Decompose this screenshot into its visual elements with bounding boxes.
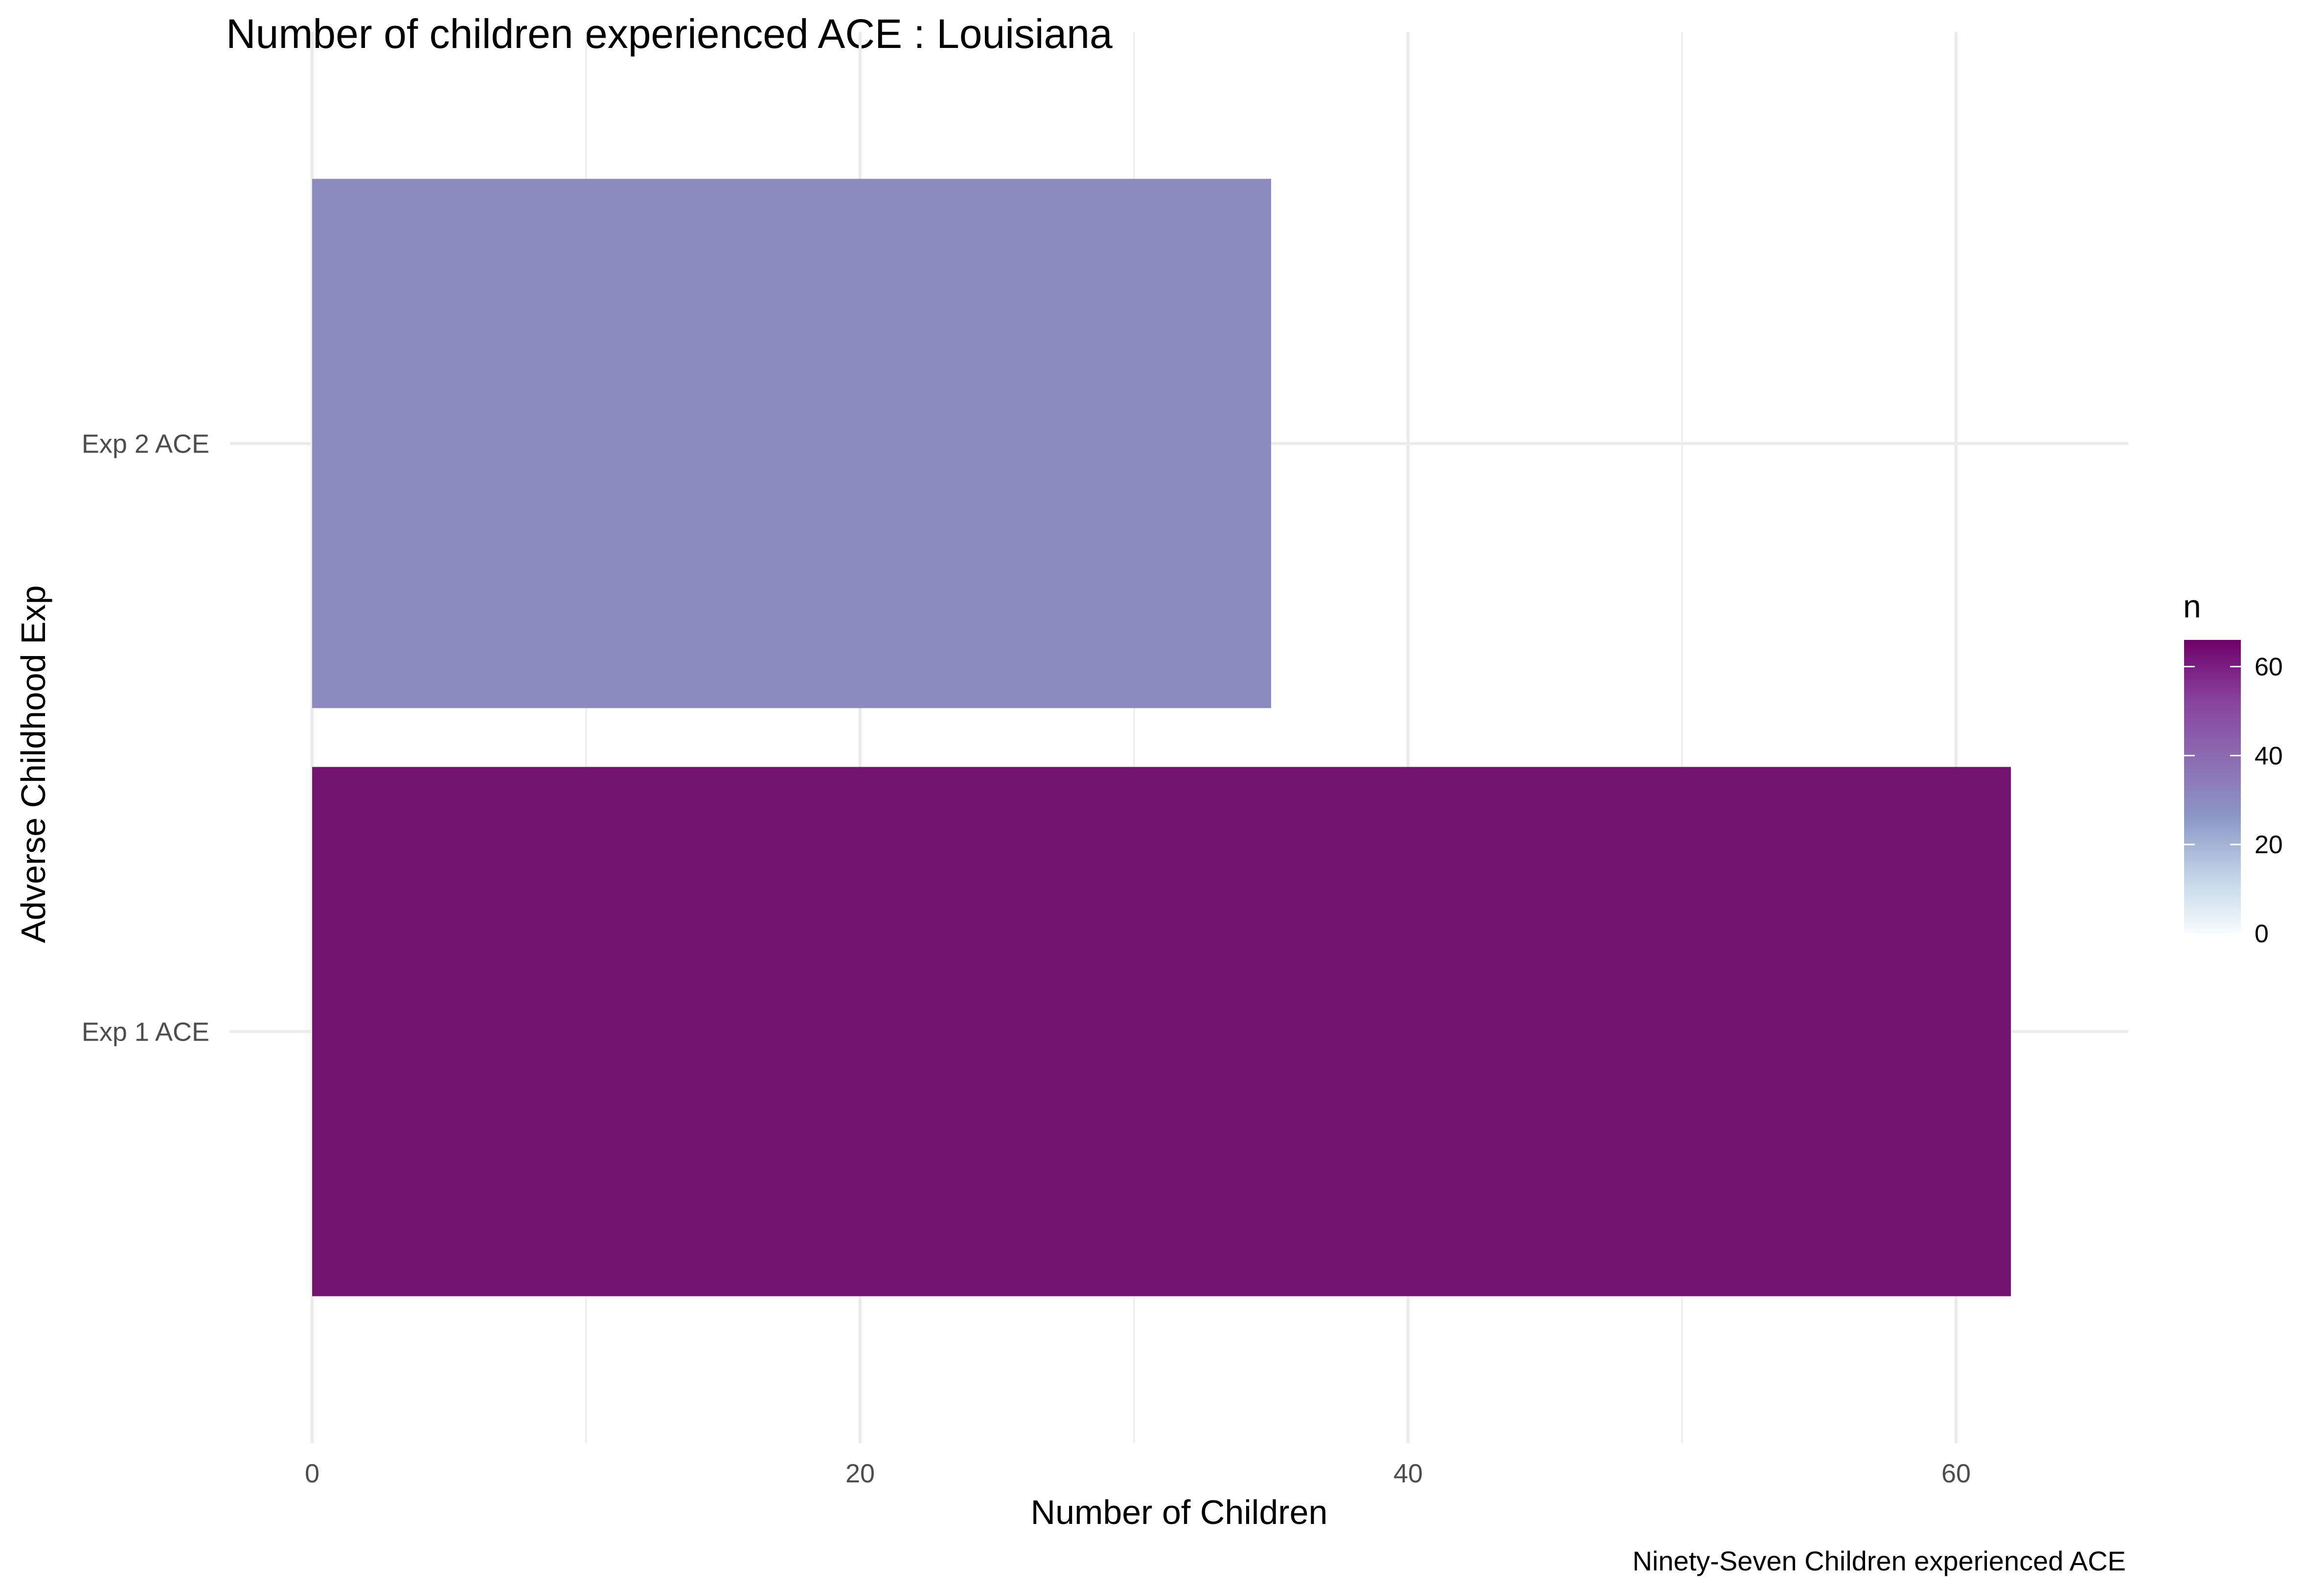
legend-ticks: 0 20 40 60: [2184, 653, 2283, 948]
legend-tick-label: 40: [2255, 742, 2283, 770]
bar-exp-1-ace: [312, 767, 2011, 1296]
x-tick-label: 40: [1393, 1459, 1423, 1488]
bars: [312, 179, 2011, 1296]
x-axis-title: Number of Children: [1031, 1493, 1328, 1531]
legend-tick-label: 0: [2255, 920, 2269, 948]
y-tick-label: Exp 2 ACE: [82, 429, 209, 458]
y-axis-ticks: Exp 1 ACE Exp 2 ACE: [82, 429, 209, 1046]
x-tick-label: 20: [845, 1459, 875, 1488]
legend-tick-label: 60: [2255, 653, 2283, 681]
legend-title: n: [2183, 588, 2201, 624]
y-tick-label: Exp 1 ACE: [82, 1018, 209, 1047]
bar-exp-2-ace: [312, 179, 1271, 708]
chart-caption: Ninety-Seven Children experienced ACE: [1632, 1545, 2126, 1576]
x-axis-ticks: 0 20 40 60: [305, 1459, 1971, 1488]
legend-tick-label: 20: [2255, 831, 2283, 859]
legend-colorbar: [2184, 640, 2241, 933]
chart-title: Number of children experienced ACE : Lou…: [226, 11, 1113, 57]
y-axis-title: Adverse Childhood Exp: [14, 585, 52, 943]
x-tick-label: 60: [1941, 1459, 1971, 1488]
legend: n 0 20 40 60: [2183, 588, 2283, 948]
x-tick-label: 0: [305, 1459, 319, 1488]
